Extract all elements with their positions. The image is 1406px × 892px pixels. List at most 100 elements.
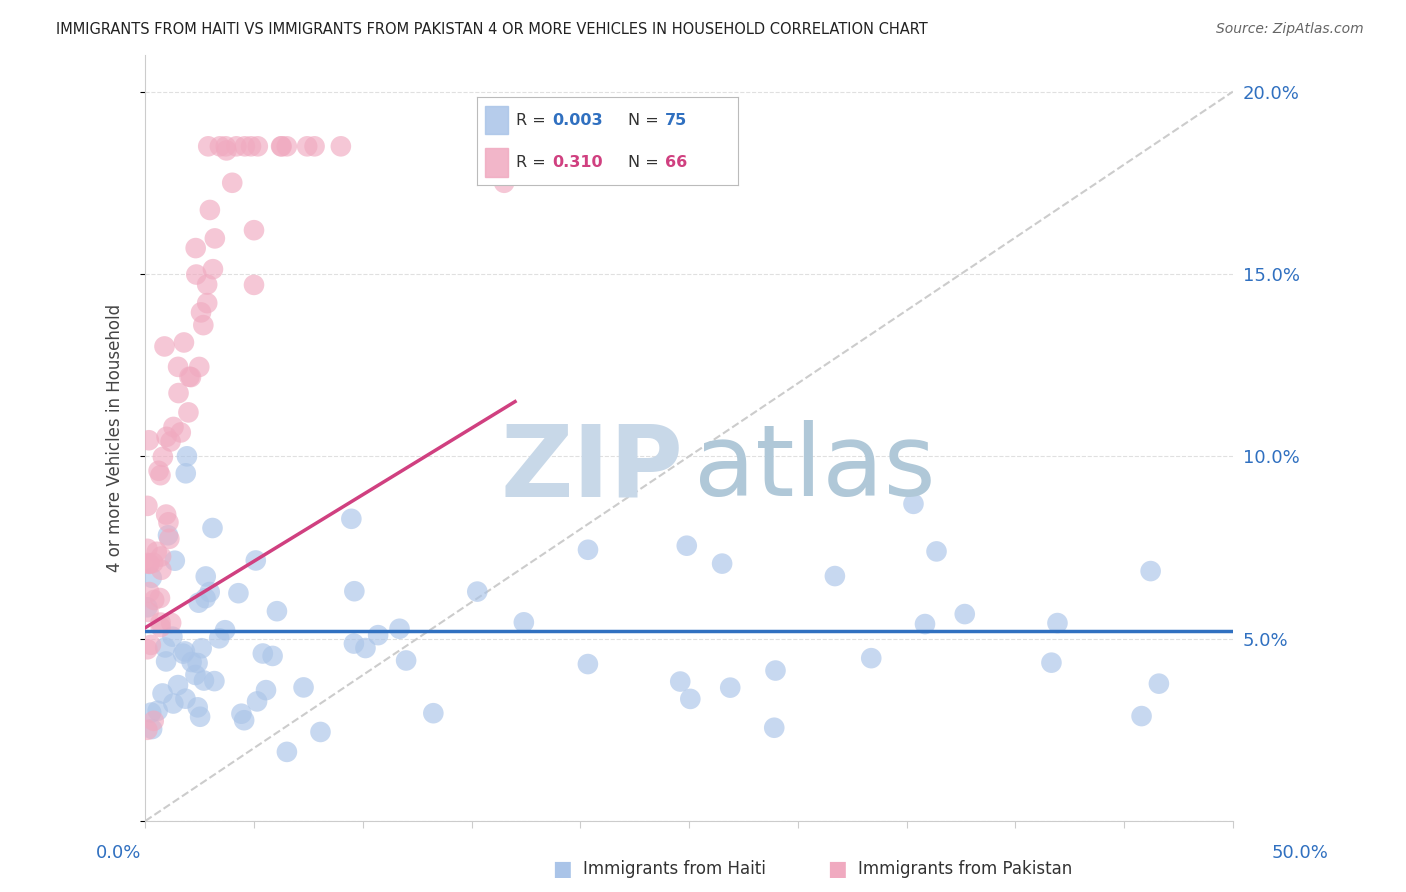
Point (1130, 709, 1153, 723)
Point (159, 434, 181, 449)
Point (167, 386, 190, 401)
Text: Source: ZipAtlas.com: Source: ZipAtlas.com (1216, 22, 1364, 37)
Point (136, 499, 159, 513)
Point (145, 545, 167, 559)
Point (388, 622, 411, 636)
Point (173, 644, 195, 658)
Point (228, 586, 250, 600)
Point (1147, 676, 1170, 690)
Point (186, 268, 208, 282)
Point (225, 139, 247, 153)
Point (155, 430, 177, 444)
Point (329, 139, 352, 153)
Point (179, 369, 201, 384)
Point (194, 591, 217, 606)
Point (208, 139, 231, 153)
Point (149, 468, 172, 483)
Point (276, 139, 298, 153)
Point (141, 571, 163, 585)
Point (204, 231, 226, 245)
Point (176, 450, 198, 464)
Text: atlas: atlas (695, 420, 936, 517)
Point (141, 722, 163, 736)
Point (925, 544, 948, 558)
Point (343, 636, 366, 650)
Point (177, 405, 200, 419)
Point (194, 569, 217, 583)
Point (270, 139, 292, 153)
Point (184, 241, 207, 255)
Point (190, 641, 212, 656)
Point (153, 339, 176, 353)
Point (174, 467, 197, 481)
Point (254, 683, 277, 698)
Point (153, 640, 176, 655)
Point (197, 139, 219, 153)
Point (138, 557, 160, 571)
Point (170, 425, 193, 440)
Point (304, 139, 326, 153)
Point (187, 596, 209, 610)
Point (143, 593, 166, 607)
Point (188, 710, 211, 724)
Text: 50.0%: 50.0% (1272, 844, 1329, 862)
Point (340, 512, 363, 526)
Point (190, 305, 212, 319)
Point (139, 638, 162, 652)
Point (1139, 564, 1161, 578)
Point (195, 296, 218, 310)
Point (146, 704, 169, 718)
Point (679, 692, 702, 706)
Point (152, 450, 174, 464)
Point (198, 202, 221, 217)
Point (953, 607, 976, 621)
Point (187, 700, 209, 714)
Point (195, 277, 218, 292)
Point (167, 678, 190, 692)
Point (718, 681, 741, 695)
Point (150, 563, 173, 577)
Point (136, 541, 159, 556)
Point (215, 144, 238, 158)
Point (138, 557, 160, 571)
Point (149, 620, 172, 634)
Point (270, 139, 292, 153)
Text: Immigrants from Haiti: Immigrants from Haiti (583, 860, 766, 878)
Point (180, 655, 202, 669)
Point (295, 139, 318, 153)
Point (240, 139, 263, 153)
Point (157, 532, 180, 546)
Point (138, 585, 160, 599)
Point (215, 139, 238, 153)
Point (162, 630, 184, 644)
Point (576, 657, 599, 671)
Point (157, 515, 180, 529)
Point (149, 591, 172, 605)
Point (155, 655, 177, 669)
Point (136, 642, 159, 657)
Point (155, 508, 177, 522)
Point (201, 521, 224, 535)
Point (136, 600, 159, 615)
Point (903, 497, 925, 511)
Point (494, 176, 516, 190)
Point (202, 674, 225, 689)
Point (513, 615, 536, 630)
Point (252, 647, 274, 661)
Point (136, 723, 159, 737)
Point (208, 632, 231, 646)
Y-axis label: 4 or more Vehicles in Household: 4 or more Vehicles in Household (107, 304, 124, 572)
Point (162, 420, 184, 434)
Point (231, 706, 253, 721)
Point (422, 706, 444, 721)
Point (150, 549, 173, 564)
Point (188, 359, 211, 374)
Point (180, 370, 202, 384)
Point (141, 706, 163, 720)
Point (763, 721, 786, 735)
Point (136, 556, 159, 570)
Point (167, 359, 190, 374)
Point (173, 335, 195, 350)
Text: ZIP: ZIP (501, 420, 683, 517)
Point (309, 725, 332, 739)
